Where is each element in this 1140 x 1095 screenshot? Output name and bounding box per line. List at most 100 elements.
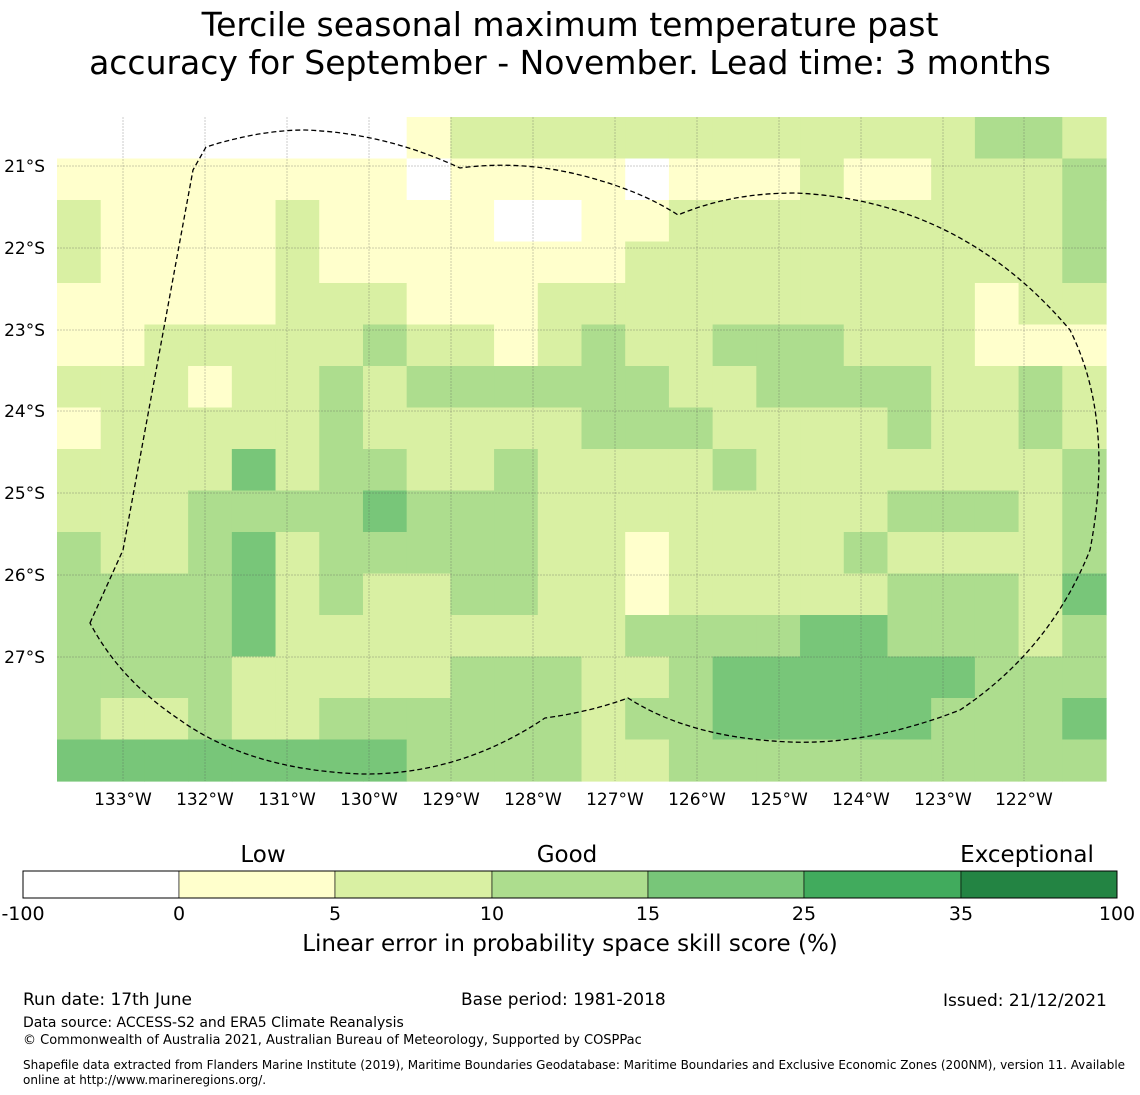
grid-cell — [275, 366, 320, 409]
grid-cell — [231, 324, 277, 367]
grid-cell — [537, 283, 583, 326]
grid-cell — [800, 117, 845, 160]
grid-cell — [668, 532, 714, 575]
grid-cell — [668, 739, 714, 782]
grid-cell — [144, 283, 189, 326]
latitude-label: 22°S — [4, 239, 45, 259]
grid-cell — [144, 158, 189, 201]
grid-cell — [450, 117, 495, 160]
grid-cell — [319, 241, 364, 284]
grid-cell — [581, 449, 626, 492]
grid-cell — [1018, 698, 1063, 741]
grid-cell — [275, 158, 320, 201]
grid-cell — [144, 490, 189, 533]
longitude-label: 128°W — [504, 790, 562, 810]
grid-cell — [188, 573, 233, 616]
grid-cell — [275, 449, 320, 492]
grid-cell — [537, 117, 583, 160]
grid-cell — [144, 739, 189, 782]
grid-cell — [712, 158, 757, 201]
colorbar-segment — [647, 870, 805, 899]
grid-cell — [275, 739, 320, 782]
grid-cell — [188, 241, 233, 284]
grid-cell — [625, 656, 670, 699]
grid-cell — [188, 490, 233, 533]
grid-cell — [537, 158, 583, 201]
grid-cell — [1018, 656, 1063, 699]
grid-cell — [57, 200, 102, 243]
grid-cell — [1062, 698, 1107, 741]
grid-cell — [231, 407, 277, 450]
grid-cell — [625, 117, 670, 160]
colorbar-tick-label: 10 — [480, 903, 504, 925]
grid-cell — [450, 449, 495, 492]
grid-cell — [712, 117, 757, 160]
grid-cell — [231, 573, 277, 616]
grid-cell — [537, 739, 583, 782]
grid-cell — [581, 158, 626, 201]
colorbar-tick-label: 100 — [1099, 903, 1135, 925]
grid-cell — [450, 241, 495, 284]
grid-cell — [581, 573, 626, 616]
grid-cell — [362, 615, 408, 658]
grid-cell — [57, 490, 102, 533]
grid-cell — [800, 283, 845, 326]
longitude-label: 122°W — [995, 790, 1053, 810]
colorbar-segment — [22, 870, 180, 899]
grid-cell — [406, 158, 451, 201]
grid-cell — [275, 283, 320, 326]
colorbar-segment — [334, 870, 493, 899]
grid-cell — [319, 573, 364, 616]
grid-cell — [144, 407, 189, 450]
grid-cell — [537, 532, 583, 575]
grid-cell — [712, 449, 757, 492]
longitude-label: 133°W — [94, 790, 152, 810]
grid-cell — [974, 490, 1020, 533]
grid-cell — [57, 656, 102, 699]
grid-cell — [756, 407, 801, 450]
grid-cell — [275, 615, 320, 658]
grid-cell — [319, 656, 364, 699]
grid-cell — [144, 573, 189, 616]
grid-cell — [275, 573, 320, 616]
grid-cell — [494, 324, 539, 367]
grid-cell — [57, 449, 102, 492]
category-good: Good — [536, 842, 598, 868]
grid-cell — [581, 283, 626, 326]
grid-cell — [57, 615, 102, 658]
longitude-labels: 133°W 132°W 131°W 130°W 129°W 128°W 127°W 126°W… — [94, 790, 1053, 810]
grid-cell — [144, 698, 189, 741]
grid-cell — [188, 407, 233, 450]
grid-cell — [581, 615, 626, 658]
grid-cell — [144, 117, 189, 160]
grid-cell — [1018, 324, 1063, 367]
grid-cell — [712, 656, 757, 699]
grid-cell — [57, 241, 102, 284]
grid-cell — [625, 324, 670, 367]
grid-cell — [144, 241, 189, 284]
grid-cell — [843, 158, 889, 201]
grid-cell — [931, 407, 976, 450]
grid-cell — [712, 366, 757, 409]
grid-cell — [275, 532, 320, 575]
grid-cell — [494, 698, 539, 741]
grid-cell — [144, 449, 189, 492]
grid-cell — [450, 573, 495, 616]
grid-cell — [887, 532, 932, 575]
grid-cell — [581, 241, 626, 284]
grid-cell — [974, 283, 1020, 326]
grid-cell — [275, 407, 320, 450]
grid-cell — [712, 573, 757, 616]
grid-cell — [188, 158, 233, 201]
graticule — [57, 117, 1106, 781]
grid-cell — [931, 615, 976, 658]
grid-cell — [1062, 656, 1107, 699]
grid-cell — [406, 241, 451, 284]
grid-cell — [494, 200, 539, 243]
grid-cell — [319, 366, 364, 409]
grid-cell — [1018, 366, 1063, 409]
grid-cell — [625, 283, 670, 326]
grid-cell — [362, 407, 408, 450]
grid-cell — [581, 490, 626, 533]
grid-cell — [800, 615, 845, 658]
